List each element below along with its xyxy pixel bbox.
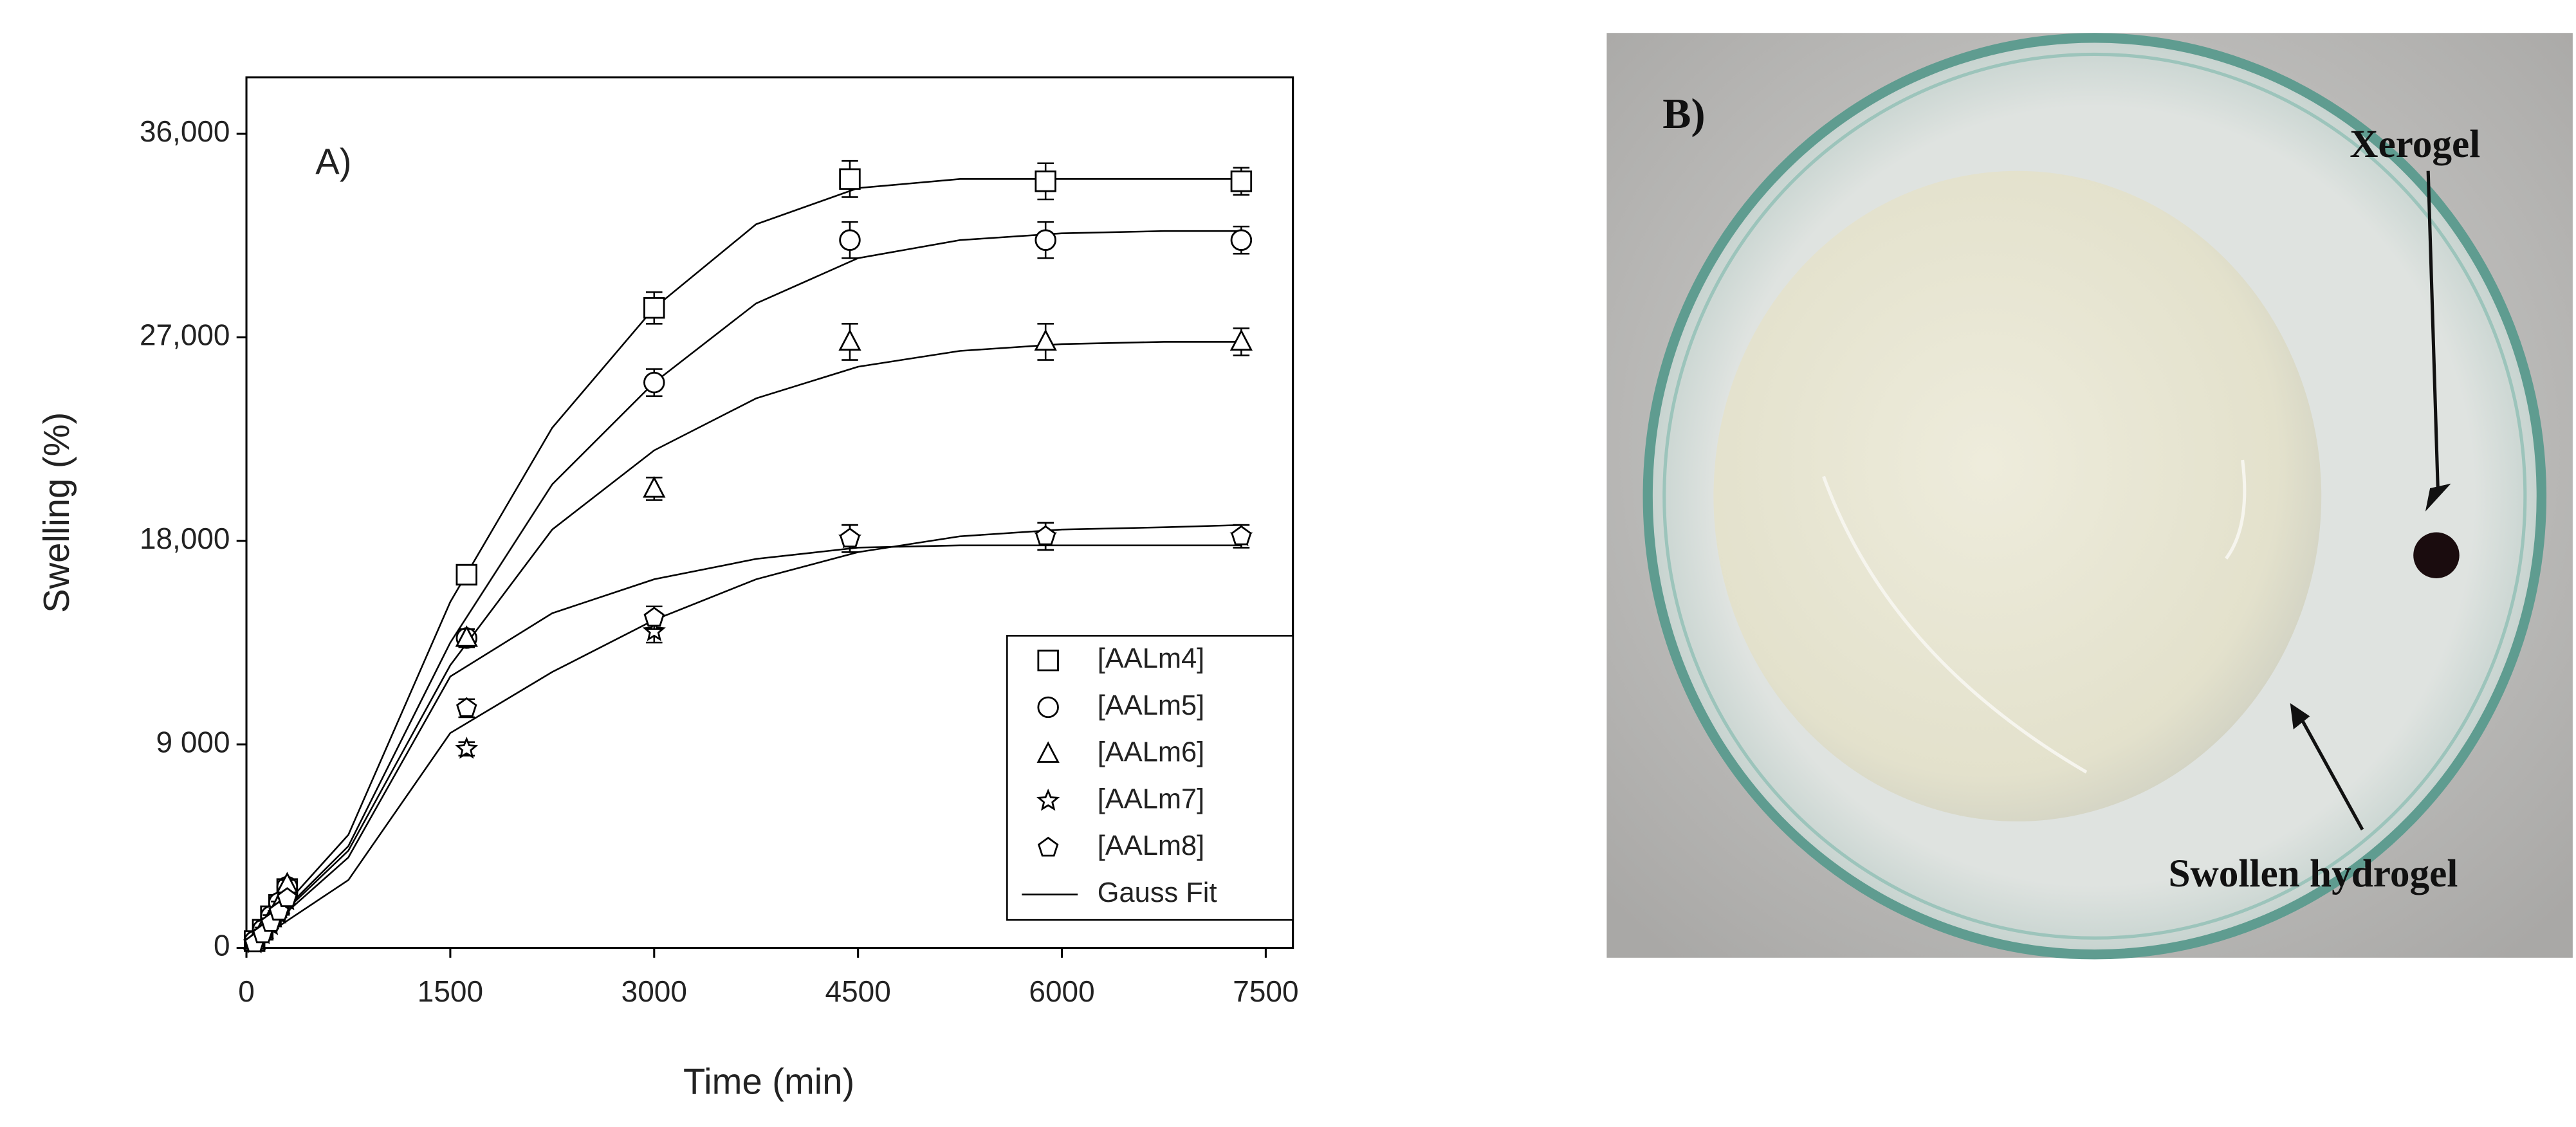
data-point	[642, 619, 666, 641]
legend-label: [AALm6]	[1098, 737, 1204, 768]
petri-dish-rim	[1662, 52, 2527, 940]
data-point	[1035, 229, 1056, 251]
data-point	[1034, 329, 1057, 351]
legend-label: [AALm7]	[1098, 783, 1204, 814]
annotation: Xerogel	[2350, 122, 2480, 166]
legend-marker	[1036, 741, 1060, 763]
y-tick-label: 36,000	[140, 115, 230, 148]
data-point	[1035, 170, 1056, 192]
x-axis-label: Time (min)	[683, 1061, 854, 1101]
x-tick-label: 0	[238, 975, 255, 1008]
plot-frame	[245, 76, 1294, 949]
x-tick-label: 4500	[825, 975, 891, 1008]
data-point	[455, 737, 479, 759]
legend-label: [AALm5]	[1098, 690, 1204, 721]
legend-marker	[1036, 789, 1060, 811]
arrow-head	[2425, 483, 2451, 512]
fit-line	[246, 524, 1242, 949]
x-tick-label: 7500	[1233, 975, 1298, 1008]
y-axis-label: Swelling (%)	[36, 412, 77, 613]
chart: A) Time (min) Swelling (%) 0 1500 3000 4500…	[36, 76, 1299, 1101]
data-point	[643, 476, 666, 498]
data-point	[1230, 229, 1253, 251]
data-point	[839, 168, 861, 190]
gel-crease	[2225, 459, 2247, 560]
y-tick-label: 9 000	[156, 725, 230, 758]
data-point	[838, 329, 861, 351]
legend-label: [AALm4]	[1098, 643, 1204, 674]
data-point	[277, 887, 298, 908]
legend-label: Gauss Fit	[1098, 877, 1217, 908]
data-point	[839, 229, 861, 251]
xerogel	[2413, 532, 2460, 578]
data-point	[643, 297, 665, 319]
data-point	[456, 697, 477, 717]
panel-label: B)	[1662, 91, 1705, 138]
legend-box	[1006, 635, 1294, 921]
legend-marker	[1037, 836, 1059, 857]
data-point	[1229, 329, 1253, 351]
arrow	[2426, 170, 2440, 493]
data-point	[455, 625, 478, 647]
data-point	[1035, 525, 1056, 545]
gel-crease	[1822, 475, 2088, 774]
x-tick-label: 6000	[1029, 975, 1094, 1008]
photo-panel: B) Xerogel Swollen hydrogel	[1606, 33, 2573, 960]
y-tick-label: 0	[214, 929, 230, 962]
legend-marker	[1037, 696, 1059, 719]
arrow	[2298, 715, 2364, 830]
arrow-head	[2290, 703, 2310, 729]
data-point	[1231, 525, 1252, 545]
x-tick-label: 1500	[418, 975, 483, 1008]
data-point	[643, 372, 665, 394]
annotation: Swollen hydrogel	[2168, 852, 2458, 895]
swollen-hydrogel	[1713, 170, 2322, 821]
y-tick-label: 27,000	[140, 318, 230, 352]
fit-line	[246, 544, 1242, 949]
fit-line	[246, 341, 1242, 949]
fit-line	[246, 230, 1242, 949]
fit-line	[246, 178, 1242, 949]
legend-marker	[1037, 649, 1059, 672]
data-point	[1230, 170, 1253, 192]
data-point	[455, 564, 477, 586]
x-tick-label: 3000	[621, 975, 687, 1008]
legend-label: [AALm8]	[1098, 830, 1204, 861]
y-tick-label: 18,000	[140, 522, 230, 555]
data-point	[839, 527, 861, 548]
data-point	[643, 607, 665, 627]
panel-label: A)	[315, 141, 351, 181]
